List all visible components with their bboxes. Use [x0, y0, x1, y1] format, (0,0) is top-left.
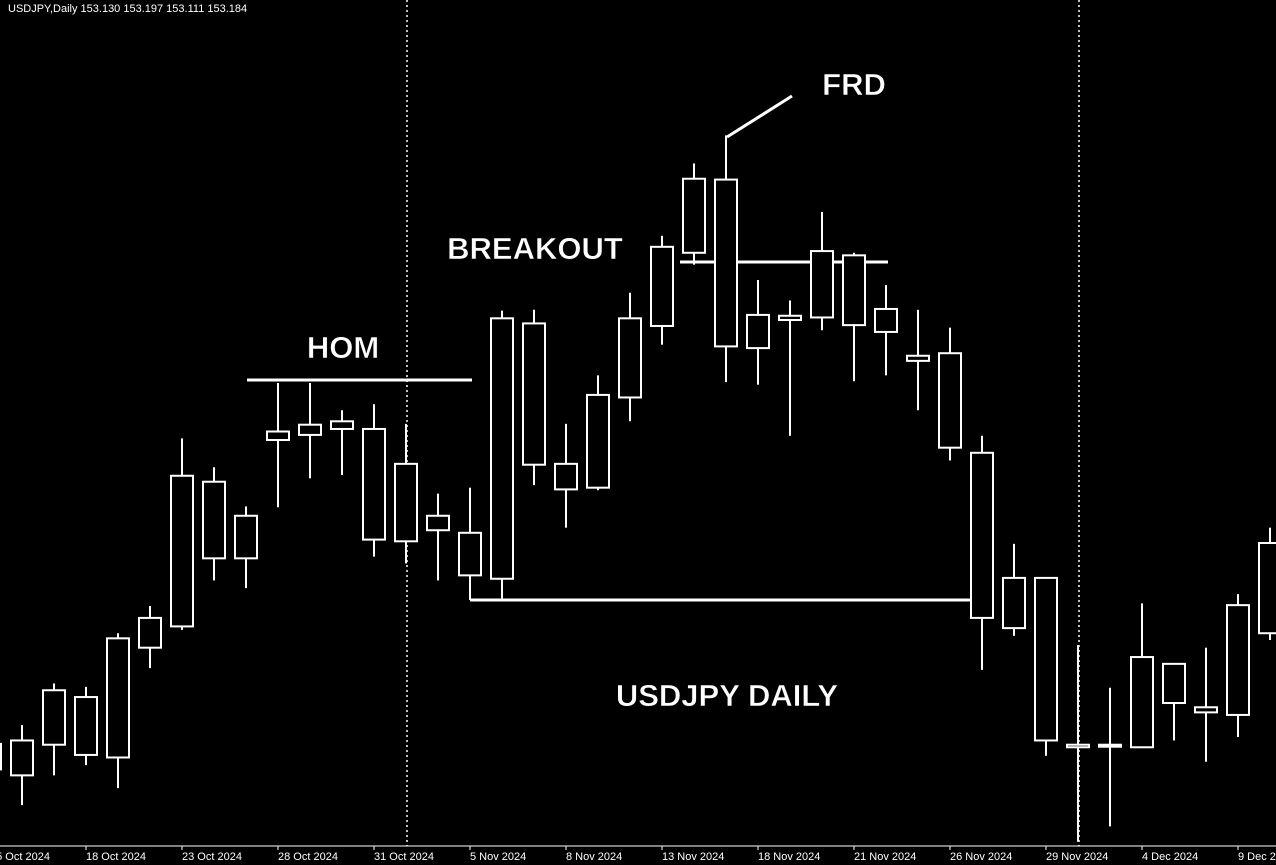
x-tick-label: 18 Oct 2024	[86, 851, 146, 863]
x-tick-label: 18 Nov 2024	[758, 851, 820, 863]
candle-body	[554, 462, 578, 491]
annotation: USDJPY DAILY	[616, 678, 839, 713]
annotation: FRD	[822, 67, 886, 102]
candle-body	[682, 177, 706, 254]
candle-body	[1034, 576, 1058, 742]
candle-body	[618, 317, 642, 399]
x-tick-label: 4 Dec 2024	[1142, 851, 1198, 863]
x-tick-label: 8 Nov 2024	[566, 851, 622, 863]
candle-body	[842, 254, 866, 327]
x-tick-label: 21 Nov 2024	[854, 851, 916, 863]
candle-body	[42, 689, 66, 746]
candle-body	[1130, 656, 1154, 749]
candle-body	[1194, 706, 1218, 714]
annotation: HOM	[307, 330, 379, 365]
x-tick-label: 9 Dec 2024	[1238, 851, 1276, 863]
candle-body	[746, 313, 770, 350]
candle-body	[1162, 662, 1186, 705]
candle-body	[266, 430, 290, 442]
candle-body	[138, 616, 162, 649]
candle-body	[650, 245, 674, 327]
candle-body	[586, 393, 610, 489]
candle-body	[330, 420, 354, 430]
candle-body	[426, 514, 450, 532]
candle-body	[1002, 576, 1026, 630]
candle-body	[10, 739, 34, 777]
chart-title: USDJPY,Daily 153.130 153.197 153.111 153…	[8, 3, 247, 15]
candle-body	[0, 742, 2, 771]
candle-body	[1066, 743, 1090, 749]
candle-body	[1226, 604, 1250, 716]
candle-body	[1258, 542, 1276, 635]
candle-body	[490, 317, 514, 580]
annotation: BREAKOUT	[447, 231, 623, 266]
candle-body	[234, 514, 258, 560]
candle-body	[74, 696, 98, 756]
x-tick-label: 26 Nov 2024	[950, 851, 1012, 863]
candle-body	[298, 423, 322, 436]
candle-body	[938, 352, 962, 449]
candle-body	[170, 474, 194, 628]
x-tick-label: 13 Nov 2024	[662, 851, 724, 863]
candle-body	[458, 531, 482, 577]
x-tick-label: 23 Oct 2024	[182, 851, 242, 863]
candle-body	[810, 250, 834, 319]
candle-body	[906, 354, 930, 362]
x-tick-label: 31 Oct 2024	[374, 851, 434, 863]
x-tick-label: 15 Oct 2024	[0, 851, 50, 863]
candle-body	[202, 480, 226, 560]
candles	[0, 135, 1276, 842]
frd-pointer	[726, 94, 793, 139]
candle-body	[714, 178, 738, 348]
candle-body	[394, 462, 418, 543]
candle-body	[106, 637, 130, 759]
candle-body	[1098, 743, 1122, 748]
candle-body	[362, 427, 386, 541]
candle-body	[522, 322, 546, 466]
x-tick-label: 29 Nov 2024	[1046, 851, 1108, 863]
candle-body	[970, 451, 994, 619]
x-tick-label: 5 Nov 2024	[470, 851, 526, 863]
candle-body	[874, 307, 898, 333]
candle-body	[778, 314, 802, 322]
x-tick-label: 28 Oct 2024	[278, 851, 338, 863]
